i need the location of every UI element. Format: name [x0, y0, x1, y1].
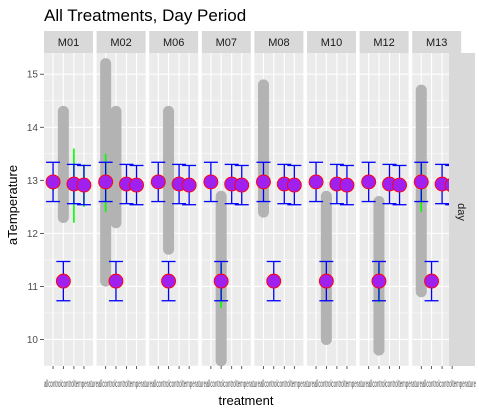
- chart-title: All Treatments, Day Period: [44, 6, 246, 25]
- mean-point-allcontrol: [98, 174, 114, 190]
- mean-point-temperature_avg: [76, 177, 92, 193]
- facet-strip-label: M02: [110, 37, 131, 49]
- mean-point-allcontrol: [150, 174, 166, 190]
- facet-strip: [254, 31, 304, 53]
- facet-strip-label: M10: [321, 37, 342, 49]
- mean-point-allcontrol: [45, 174, 61, 190]
- facet-panels: M01 M02 M06 M07 M08 M10 M12 M13: [44, 31, 462, 369]
- mean-point-control: [266, 273, 282, 289]
- mean-point-allcontrol: [308, 174, 324, 190]
- mean-point-control: [371, 273, 387, 289]
- mean-point-allcontrol: [203, 174, 219, 190]
- mean-point-temperature_avg: [339, 177, 355, 193]
- mean-point-control: [318, 273, 334, 289]
- facet-panel-m07: M07: [201, 31, 251, 369]
- y-tick-label: 14: [27, 123, 39, 134]
- facet-strip: [307, 31, 356, 53]
- mean-point-allcontrol: [361, 174, 377, 190]
- facet-panel-m02: M02: [96, 31, 146, 369]
- y-tick-label: 11: [28, 282, 39, 293]
- facet-panel-m06: M06: [149, 31, 199, 369]
- y-tick-label: 15: [27, 70, 39, 81]
- facet-strip: [412, 31, 462, 53]
- facet-strip: [201, 31, 251, 53]
- facet-strip-label: M13: [426, 37, 447, 49]
- y-tick-label: 12: [27, 229, 39, 240]
- x-axis-title: treatment: [219, 393, 274, 408]
- facet-strip: [359, 31, 409, 53]
- y-tick-label: 13: [27, 176, 39, 187]
- facet-strip-label: M06: [163, 37, 184, 49]
- facet-strip: [44, 31, 93, 53]
- facet-strip-label: M08: [268, 37, 289, 49]
- facet-panel-m12: M12: [359, 31, 409, 369]
- mean-point-temperature_avg: [129, 177, 144, 193]
- row-strip-label: day: [455, 203, 467, 221]
- mean-point-control: [55, 273, 71, 289]
- mean-point-temperature_avg: [392, 177, 407, 193]
- mean-point-control: [108, 273, 124, 289]
- facet-panel-m08: M08: [254, 31, 304, 369]
- facet-strip-label: M01: [58, 37, 79, 49]
- mean-point-allcontrol: [256, 174, 271, 190]
- facet-strip-label: M12: [373, 37, 394, 49]
- mean-point-control: [424, 273, 440, 289]
- y-tick-label: 10: [27, 335, 39, 346]
- row-strip: day: [449, 53, 475, 366]
- facet-panel-m01: M01: [44, 31, 93, 369]
- facet-strip: [96, 31, 146, 53]
- mean-point-control: [161, 273, 177, 289]
- x-tick-labels: allcontrolcontroltemperatureallcontrolco…: [44, 379, 476, 390]
- facet-panel-m10: M10: [307, 31, 356, 369]
- y-axis-title: aTemperature: [5, 165, 20, 245]
- mean-point-temperature_avg: [286, 177, 302, 193]
- facet-strip-label: M07: [216, 37, 237, 49]
- mean-point-control: [213, 273, 229, 289]
- mean-point-allcontrol: [413, 174, 429, 190]
- y-axis: 10 11 12 13 14 15: [27, 70, 44, 346]
- mean-point-temperature_avg: [234, 177, 250, 193]
- mean-point-temperature_avg: [181, 177, 197, 193]
- facet-strip: [149, 31, 199, 53]
